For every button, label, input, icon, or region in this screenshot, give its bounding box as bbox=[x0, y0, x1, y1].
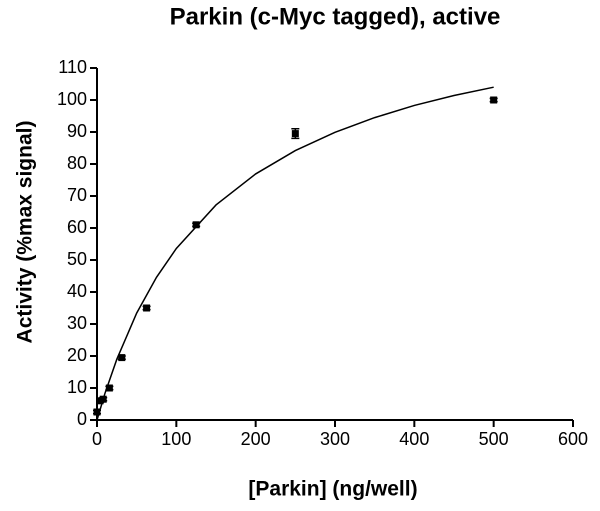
x-tick-label: 200 bbox=[241, 429, 271, 449]
x-tick-label: 600 bbox=[558, 429, 588, 449]
y-tick-label: 10 bbox=[67, 377, 87, 397]
data-point bbox=[143, 304, 151, 312]
y-tick-label: 80 bbox=[67, 153, 87, 173]
y-tick-label: 50 bbox=[67, 249, 87, 269]
data-point bbox=[291, 130, 299, 138]
x-axis-label: [Parkin] (ng/well) bbox=[248, 478, 417, 501]
data-point bbox=[118, 354, 126, 362]
fit-curve bbox=[96, 86, 494, 421]
x-tick-label: 100 bbox=[161, 429, 191, 449]
x-tick-label: 500 bbox=[479, 429, 509, 449]
data-point bbox=[93, 408, 101, 416]
y-tick-label: 70 bbox=[67, 185, 87, 205]
y-tick-label: 60 bbox=[67, 217, 87, 237]
chart-title: Parkin (c-Myc tagged), active bbox=[170, 3, 501, 30]
y-tick-label: 30 bbox=[67, 313, 87, 333]
y-tick-label: 100 bbox=[57, 89, 87, 109]
x-tick-label: 400 bbox=[399, 429, 429, 449]
x-tick-label: 300 bbox=[320, 429, 350, 449]
y-tick-label: 90 bbox=[67, 121, 87, 141]
y-tick-label: 40 bbox=[67, 281, 87, 301]
y-tick-label: 110 bbox=[58, 57, 87, 77]
data-point bbox=[192, 221, 200, 229]
x-tick-label: 0 bbox=[92, 429, 102, 449]
y-axis-label: Activity (%max signal) bbox=[14, 121, 37, 344]
data-point bbox=[490, 96, 498, 104]
y-tick-label: 20 bbox=[67, 345, 87, 365]
y-tick-label: 0 bbox=[77, 409, 87, 429]
data-point bbox=[105, 384, 113, 392]
